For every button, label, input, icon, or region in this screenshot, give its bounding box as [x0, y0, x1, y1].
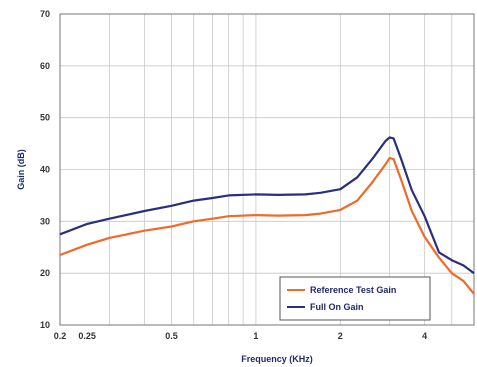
series-lines: [59, 136, 475, 295]
y-tick-label: 70: [40, 9, 50, 19]
x-tick-label: 2: [338, 331, 343, 341]
legend-box: [279, 276, 431, 321]
x-tick-label: 4: [422, 331, 427, 341]
legend-label-reference-test-gain: Reference Test Gain: [310, 285, 396, 295]
x-tick-label: 1: [253, 331, 258, 341]
y-tick-label: 50: [40, 113, 50, 123]
x-tick-label: 0.25: [78, 331, 96, 341]
y-tick-label: 10: [40, 320, 50, 330]
series-line-reference-test-gain: [59, 157, 475, 295]
x-tick-label: 0.2: [54, 331, 67, 341]
plot-frame: [59, 13, 475, 326]
y-tick-label: 20: [40, 268, 50, 278]
x-tick-label: 0.5: [165, 331, 178, 341]
legend-label-full-on-gain: Full On Gain: [310, 302, 364, 312]
legend: Reference Test Gain Full On Gain: [279, 276, 431, 321]
y-tick-label: 60: [40, 61, 50, 71]
y-tick-label: 40: [40, 165, 50, 175]
y-tick-labels: 10 20 30 40 50 60 70: [40, 9, 50, 330]
y-tick-label: 30: [40, 216, 50, 226]
y-axis-label: Gain (dB): [16, 149, 26, 190]
x-tick-labels: 0.2 0.25 0.5 1 2 4: [54, 331, 427, 341]
x-axis-label: Frequency (KHz): [241, 354, 313, 364]
series-line-full-on-gain: [59, 136, 475, 275]
